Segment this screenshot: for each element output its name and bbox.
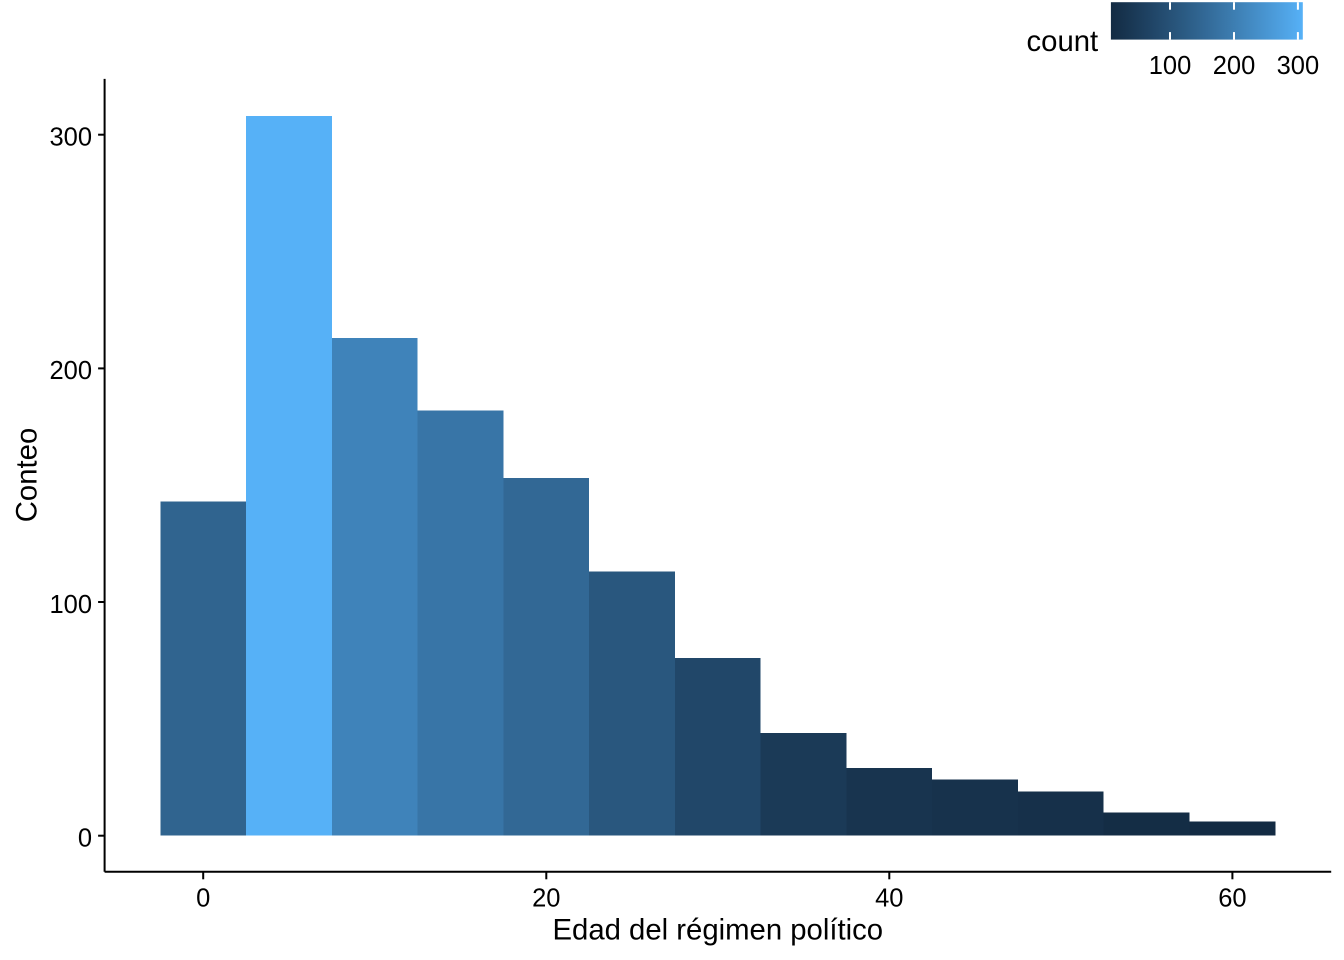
svg-text:20: 20 [532, 885, 560, 913]
svg-text:count: count [1027, 25, 1099, 58]
svg-text:60: 60 [1218, 885, 1246, 913]
svg-text:0: 0 [196, 885, 210, 913]
svg-text:300: 300 [49, 124, 92, 152]
svg-text:0: 0 [78, 825, 92, 853]
svg-text:100: 100 [49, 591, 92, 619]
svg-text:100: 100 [1149, 52, 1192, 80]
svg-text:40: 40 [875, 885, 903, 913]
svg-text:Edad del régimen político: Edad del régimen político [552, 914, 883, 947]
svg-text:200: 200 [1213, 52, 1256, 80]
svg-text:200: 200 [49, 357, 92, 385]
svg-text:Conteo: Conteo [11, 428, 44, 522]
svg-text:300: 300 [1277, 52, 1320, 80]
